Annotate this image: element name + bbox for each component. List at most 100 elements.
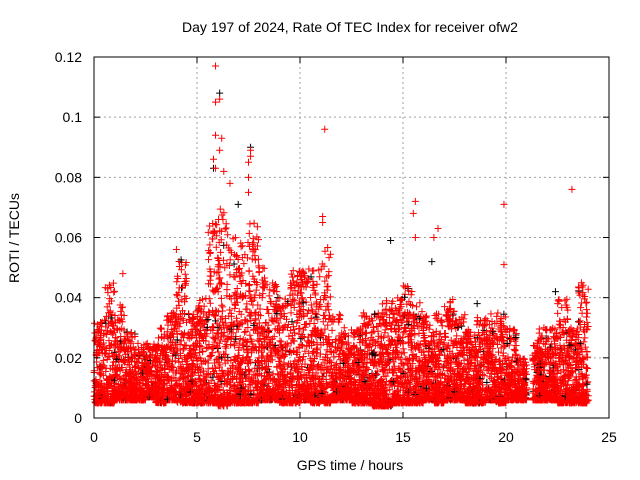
- data-point: [206, 222, 214, 230]
- data-point: [94, 389, 102, 397]
- data-point: [207, 351, 215, 359]
- data-point: [119, 303, 127, 311]
- data-point: [179, 346, 187, 354]
- data-point: [105, 382, 113, 390]
- data-point: [214, 254, 222, 262]
- data-point: [239, 277, 247, 285]
- data-point: [138, 344, 146, 352]
- data-point: [240, 328, 248, 336]
- data-point: [217, 236, 225, 244]
- data-point: [239, 388, 247, 396]
- data-point: [267, 299, 275, 307]
- data-point: [287, 309, 295, 317]
- data-point: [214, 288, 222, 296]
- data-point: [254, 357, 262, 365]
- data-point: [107, 374, 115, 382]
- data-point: [213, 284, 221, 292]
- data-point: [171, 314, 179, 322]
- data-point: [134, 355, 142, 363]
- data-point: [193, 357, 201, 365]
- data-point: [326, 250, 334, 258]
- data-point: [204, 344, 212, 351]
- data-point: [166, 316, 174, 324]
- data-point: [216, 227, 224, 235]
- data-point: [413, 303, 421, 311]
- data-point: [209, 286, 217, 294]
- data-point: [235, 344, 243, 352]
- data-point: [222, 224, 230, 232]
- data-point: [190, 322, 198, 330]
- data-point: [164, 312, 172, 320]
- data-point: [221, 264, 229, 272]
- data-point: [102, 323, 110, 331]
- data-point: [163, 355, 171, 363]
- data-point: [112, 380, 120, 388]
- data-point: [208, 323, 216, 331]
- data-point: [142, 382, 150, 390]
- data-point: [121, 379, 129, 387]
- data-point: [93, 326, 101, 334]
- data-point: [173, 304, 181, 312]
- data-point: [145, 346, 153, 354]
- data-point: [241, 316, 249, 324]
- data-point: [175, 358, 183, 366]
- data-point: [253, 223, 261, 231]
- data-point: [217, 294, 225, 302]
- data-point: [227, 249, 235, 257]
- data-point: [229, 329, 237, 337]
- data-point: [196, 349, 204, 357]
- data-points: [90, 62, 592, 410]
- data-point: [216, 336, 224, 344]
- data-point: [177, 329, 185, 337]
- data-point: [154, 334, 162, 342]
- data-point: [173, 390, 181, 398]
- data-point: [173, 327, 181, 335]
- data-point: [117, 307, 125, 315]
- data-point: [242, 327, 250, 335]
- data-point: [156, 377, 164, 385]
- data-point: [110, 287, 118, 295]
- data-point: [378, 300, 386, 308]
- data-point: [221, 342, 229, 350]
- data-point: [204, 280, 212, 288]
- data-point: [223, 371, 231, 379]
- data-point: [232, 295, 240, 303]
- data-point: [217, 333, 225, 341]
- data-point: [196, 375, 204, 383]
- data-point: [173, 336, 181, 344]
- data-point: [152, 391, 160, 399]
- data-point: [142, 353, 150, 361]
- data-point: [221, 376, 229, 384]
- data-point: [219, 318, 227, 326]
- data-point: [108, 310, 116, 318]
- data-point: [226, 379, 234, 387]
- data-point: [384, 332, 392, 340]
- data-point: [185, 310, 193, 318]
- data-point: [238, 279, 246, 287]
- data-point: [214, 255, 222, 263]
- data-point: [222, 344, 230, 352]
- data-point: [157, 324, 165, 332]
- data-point: [227, 312, 235, 320]
- data-point: [194, 366, 202, 374]
- data-point: [153, 346, 161, 354]
- data-point: [168, 374, 176, 382]
- data-point: [206, 299, 214, 307]
- data-point: [123, 392, 131, 400]
- data-point: [152, 385, 160, 393]
- data-point: [110, 288, 118, 296]
- data-point: [328, 326, 336, 334]
- data-point: [219, 321, 227, 329]
- data-point: [144, 389, 152, 397]
- data-point: [209, 399, 217, 407]
- data-point: [153, 371, 161, 379]
- data-point: [121, 371, 129, 379]
- data-point: [416, 299, 424, 307]
- data-point: [123, 343, 131, 351]
- data-point: [195, 337, 203, 345]
- data-point: [132, 383, 140, 391]
- data-point: [220, 350, 228, 358]
- data-point: [173, 318, 181, 326]
- data-point: [186, 350, 194, 358]
- data-point: [408, 302, 416, 310]
